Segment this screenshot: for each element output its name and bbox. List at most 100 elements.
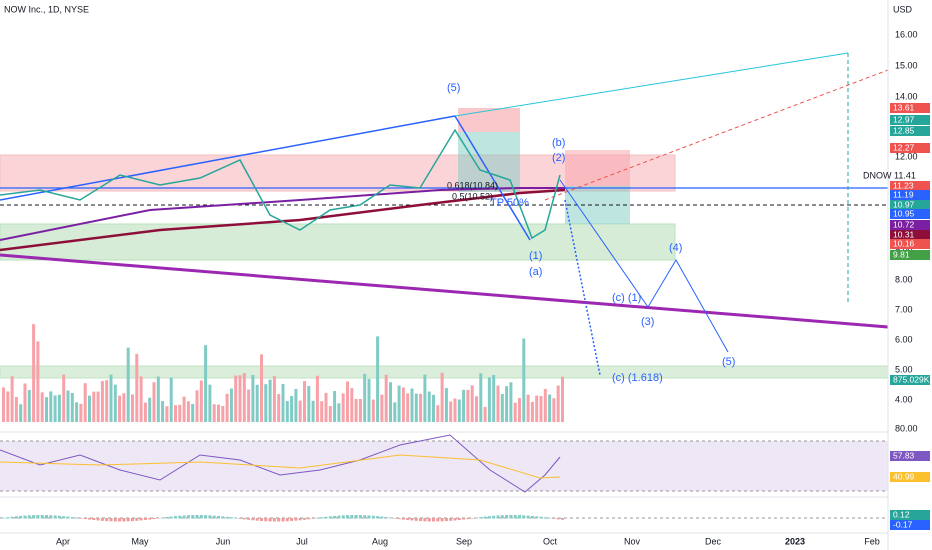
macd-bar — [281, 518, 285, 522]
volume-bar — [45, 397, 48, 422]
price-tag: 12.85 — [893, 125, 915, 135]
macd-bar — [466, 518, 470, 520]
volume-bar — [530, 401, 534, 422]
volume-bar — [436, 405, 440, 422]
volume-bar — [10, 376, 14, 422]
volume-bar — [70, 392, 74, 422]
volume-bar — [496, 385, 500, 422]
volume-bar — [135, 353, 139, 422]
volume-bar — [57, 394, 61, 422]
price-tag: 11.23 — [893, 180, 914, 190]
macd-bar — [45, 515, 48, 519]
macd-bar — [191, 515, 195, 519]
macd-bar — [487, 516, 491, 519]
macd-bar — [449, 518, 453, 521]
macd-bar — [178, 515, 182, 519]
macd-bar — [444, 518, 448, 522]
macd-bar — [79, 518, 83, 519]
price-tag-bg — [890, 375, 930, 385]
volume-bar — [195, 390, 199, 422]
macd-bar — [23, 515, 27, 519]
volume-bar — [148, 397, 152, 422]
macd-bar — [19, 515, 23, 519]
volume-bar — [552, 398, 556, 422]
volume-bar — [100, 380, 104, 422]
price-axis-label: 5.00 — [895, 364, 913, 374]
volume-bar — [242, 373, 246, 422]
currency: USD — [893, 4, 913, 14]
volume-bar — [363, 373, 367, 422]
price-axis-label: 15.00 — [895, 60, 918, 70]
price-tag: 9.81 — [893, 249, 910, 259]
volume-bar — [384, 374, 388, 422]
macd-bar — [311, 518, 315, 519]
macd-bar — [500, 515, 504, 519]
macd-bar — [496, 515, 500, 519]
volume-bar — [53, 395, 57, 422]
volume-bar — [225, 393, 229, 422]
price-tag-bg — [890, 103, 930, 113]
volume-bar — [320, 401, 324, 422]
ma-200 — [0, 188, 566, 252]
volume-bar — [543, 388, 547, 422]
volume-bar — [539, 396, 543, 422]
macd-bar — [143, 518, 147, 521]
volume-bar — [440, 372, 444, 422]
macd-bar — [40, 515, 44, 519]
volume-bar — [277, 394, 281, 422]
price-tag-bg — [890, 143, 930, 153]
volume-bar — [255, 384, 259, 422]
fib-label: 0.5(10.52) — [452, 191, 493, 201]
macd-bar — [186, 515, 190, 519]
volume-bar — [40, 392, 44, 422]
macd-bar — [492, 515, 496, 519]
volume-bar — [315, 375, 319, 422]
price-axis-label: 4.00 — [895, 394, 913, 404]
volume-bar — [389, 382, 392, 422]
volume-bar — [427, 391, 431, 422]
volume-bar — [556, 385, 560, 422]
macd-bar — [135, 518, 139, 521]
price-tag: 11.19 — [893, 189, 914, 199]
price-tag-bg — [890, 239, 930, 249]
reward-box — [458, 132, 520, 192]
macd-bar — [255, 518, 259, 521]
macd-bar — [509, 515, 513, 519]
wave-label: (c) (1.618) — [612, 372, 663, 384]
macd-bar — [32, 515, 36, 519]
macd-bar — [406, 518, 410, 521]
price-tag: 13.61 — [893, 102, 915, 112]
wave-label: (c) (1) — [612, 292, 641, 304]
volume-bar — [346, 381, 349, 422]
volume-bar — [49, 391, 53, 422]
volume-bar — [32, 324, 36, 422]
price-tag-bg — [890, 230, 930, 240]
macd-bar — [315, 517, 319, 519]
macd-bar — [475, 517, 478, 519]
volume-bar — [247, 389, 251, 422]
macd-bar — [2, 517, 5, 519]
volume-bar — [221, 405, 225, 422]
macd-bar — [341, 515, 345, 519]
macd-bar — [238, 518, 242, 519]
price-tag-bg — [890, 220, 930, 230]
rsi-signal — [0, 454, 561, 479]
volume-bar — [238, 375, 242, 422]
rsi-tag: 40.99 — [893, 471, 915, 481]
macd-bar — [479, 517, 483, 519]
macd-bar — [62, 516, 66, 519]
macd-bar — [92, 518, 96, 521]
macd-bar — [371, 515, 375, 519]
macd-bar — [328, 516, 332, 519]
volume-bar — [234, 375, 238, 422]
macd-bar — [161, 517, 165, 519]
volume-bar — [492, 375, 496, 422]
macd-bar — [440, 518, 444, 522]
volume-bar — [126, 347, 130, 422]
wave-label: (1) — [529, 250, 542, 262]
volume-bar — [522, 338, 526, 422]
volume-bar — [260, 354, 263, 422]
macd-bar — [513, 515, 517, 519]
price-tag: 10.72 — [893, 219, 915, 229]
macd-bar — [14, 516, 18, 519]
